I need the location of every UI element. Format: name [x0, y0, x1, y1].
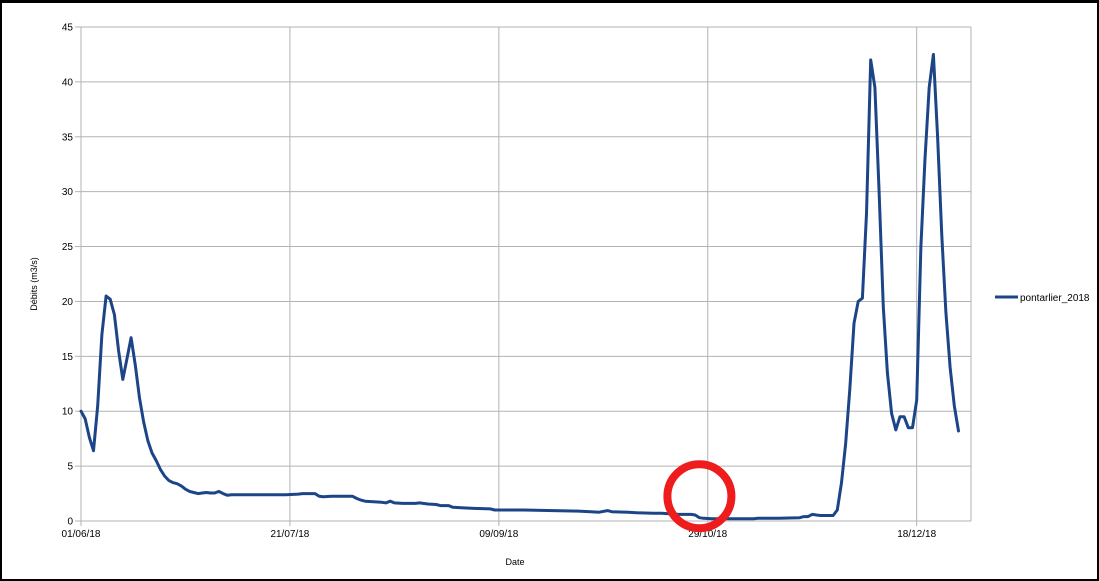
y-tick-label: 10	[62, 407, 74, 418]
y-tick-label: 25	[62, 242, 74, 253]
y-tick-label: 45	[62, 23, 74, 34]
gridlines	[80, 26, 972, 521]
x-axis-ticks: 01/06/18 21/07/18 09/09/18 29/10/18 18/12/18	[62, 521, 937, 540]
y-tick-label: 30	[62, 187, 74, 198]
y-tick-label: 5	[67, 462, 73, 473]
x-tick-label: 01/06/18	[62, 529, 101, 540]
series-layer	[79, 52, 960, 521]
x-tick-label: 18/12/18	[897, 529, 936, 540]
y-tick-label: 20	[62, 297, 74, 308]
highlight-circle	[663, 460, 736, 533]
x-tick-label: 21/07/18	[270, 529, 309, 540]
legend-label-pontarlier-2018: pontarlier_2018	[1020, 293, 1090, 304]
y-axis-title: Débits (m3/s)	[29, 257, 39, 311]
y-tick-label: 0	[67, 517, 73, 528]
x-axis-title: Date	[505, 557, 524, 567]
y-tick-label: 35	[62, 132, 74, 143]
y-axis-ticks: 0 5 10 15 20 25 30 35 40 45	[62, 23, 81, 528]
series-line-pontarlier-2018	[79, 52, 960, 521]
y-tick-label: 40	[62, 77, 74, 88]
y-tick-label: 15	[62, 352, 74, 363]
x-tick-label: 09/09/18	[479, 529, 518, 540]
x-tick-label: 29/10/18	[688, 529, 727, 540]
annotation-layer	[663, 460, 736, 533]
legend: pontarlier_2018	[995, 293, 1090, 304]
